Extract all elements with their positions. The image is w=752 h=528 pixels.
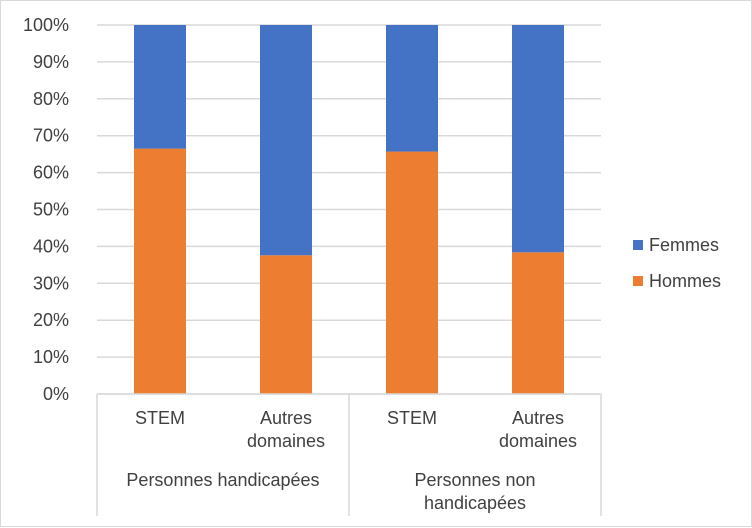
y-tick-label: 50% — [33, 200, 69, 220]
bar-segment-hommes — [386, 151, 438, 394]
category-label: STEM — [387, 408, 437, 428]
bar-segment-femmes — [386, 25, 438, 152]
bar-segment-femmes — [512, 25, 564, 253]
group-label: Personnes handicapées — [126, 470, 319, 490]
bar-segment-hommes — [260, 255, 312, 394]
category-label: Autres — [260, 408, 312, 428]
y-tick-label: 10% — [33, 347, 69, 367]
category-label: domaines — [499, 431, 577, 451]
category-label: STEM — [135, 408, 185, 428]
legend-swatch-hommes — [633, 276, 643, 286]
bar-segment-hommes — [512, 252, 564, 394]
group-label: Personnes non — [414, 470, 535, 490]
legend-label: Hommes — [649, 271, 721, 291]
y-tick-label: 20% — [33, 310, 69, 330]
legend-label: Femmes — [649, 235, 719, 255]
category-label: domaines — [247, 431, 325, 451]
group-label: handicapées — [424, 493, 526, 513]
y-tick-label: 60% — [33, 163, 69, 183]
bar-segment-femmes — [134, 25, 186, 149]
y-tick-label: 90% — [33, 52, 69, 72]
y-tick-label: 0% — [43, 384, 69, 404]
legend-swatch-femmes — [633, 240, 643, 250]
y-tick-label: 70% — [33, 126, 69, 146]
bar-segment-femmes — [260, 25, 312, 256]
category-label: Autres — [512, 408, 564, 428]
y-tick-label: 30% — [33, 273, 69, 293]
y-tick-label: 80% — [33, 89, 69, 109]
bar-segment-hommes — [134, 148, 186, 394]
y-tick-label: 40% — [33, 236, 69, 256]
y-tick-label: 100% — [23, 15, 69, 35]
